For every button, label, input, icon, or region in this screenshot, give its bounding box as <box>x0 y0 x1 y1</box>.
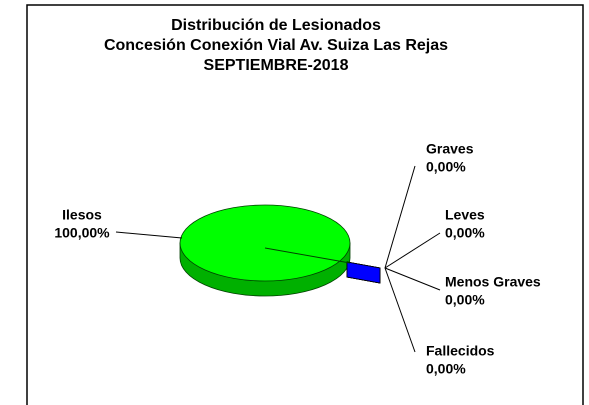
chart-title: SEPTIEMBRE-2018 <box>204 57 349 74</box>
pie-slice <box>179 204 351 297</box>
chart-title: Concesión Conexión Vial Av. Suiza Las Re… <box>104 37 448 54</box>
slice-edge <box>264 247 351 264</box>
value-label: 0,00% <box>445 292 485 308</box>
slice-label: Ilesos <box>62 207 102 223</box>
leader-line <box>384 267 441 291</box>
leader-line <box>384 267 416 353</box>
leader-line <box>384 165 416 269</box>
value-label: 0,00% <box>445 225 485 241</box>
value-label: 0,00% <box>426 159 466 175</box>
leader-line <box>115 231 183 239</box>
slice-label: Menos Graves <box>445 274 541 290</box>
frame <box>26 4 584 405</box>
value-label: 100,00% <box>54 225 110 241</box>
slice-label: Fallecidos <box>426 343 495 359</box>
chart-title: Distribución de Lesionados <box>171 17 381 34</box>
pie-top <box>179 204 351 282</box>
value-label: 0,00% <box>426 361 466 377</box>
slice-label: Leves <box>445 207 485 223</box>
pie-slice <box>346 261 381 284</box>
leader-line <box>384 232 441 269</box>
slice-label: Graves <box>426 141 474 157</box>
